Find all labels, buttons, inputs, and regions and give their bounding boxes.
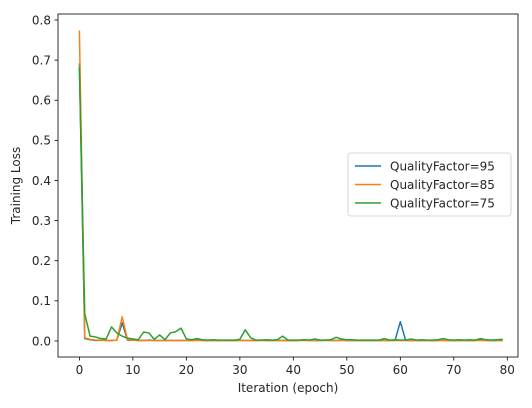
x-axis-label: Iteration (epoch) — [238, 381, 339, 395]
y-tick-label: 0.6 — [32, 94, 51, 108]
legend: QualityFactor=95 QualityFactor=85 QualityF… — [347, 152, 512, 217]
y-axis-label: Training Loss — [9, 147, 23, 225]
y-tick-label: 0.4 — [32, 174, 51, 188]
y-tick-label: 0.2 — [32, 254, 51, 268]
y-tick-label: 0.1 — [32, 294, 51, 308]
x-tick-label: 50 — [339, 363, 354, 377]
x-tick-label: 0 — [76, 363, 84, 377]
y-tick-label: 0.7 — [32, 53, 51, 67]
x-tick-label: 40 — [286, 363, 301, 377]
y-tick-label: 0.3 — [32, 214, 51, 228]
series-line-3 — [78, 67, 503, 341]
x-tick-label: 60 — [393, 363, 408, 377]
x-tick-label: 80 — [500, 363, 515, 377]
legend-label-1: QualityFactor=95 — [390, 159, 495, 173]
x-tick-label: 10 — [125, 363, 140, 377]
x-tick-label: 30 — [232, 363, 247, 377]
y-tick-label: 0.0 — [32, 334, 51, 348]
y-tick-label: 0.8 — [32, 13, 51, 27]
legend-label-3: QualityFactor=75 — [390, 196, 495, 210]
x-tick-label: 70 — [446, 363, 461, 377]
y-tick-label: 0.5 — [32, 134, 51, 148]
legend-box — [347, 152, 512, 217]
series-layer — [78, 30, 503, 342]
legend-label-2: QualityFactor=85 — [390, 178, 495, 192]
plot-frame — [57, 13, 519, 358]
axes-layer: 0 10 20 30 40 50 60 70 80 0.0 0.1 0.2 0.3 0.4 0.5 0.6 0.… — [32, 13, 519, 377]
x-tick-label: 20 — [179, 363, 194, 377]
